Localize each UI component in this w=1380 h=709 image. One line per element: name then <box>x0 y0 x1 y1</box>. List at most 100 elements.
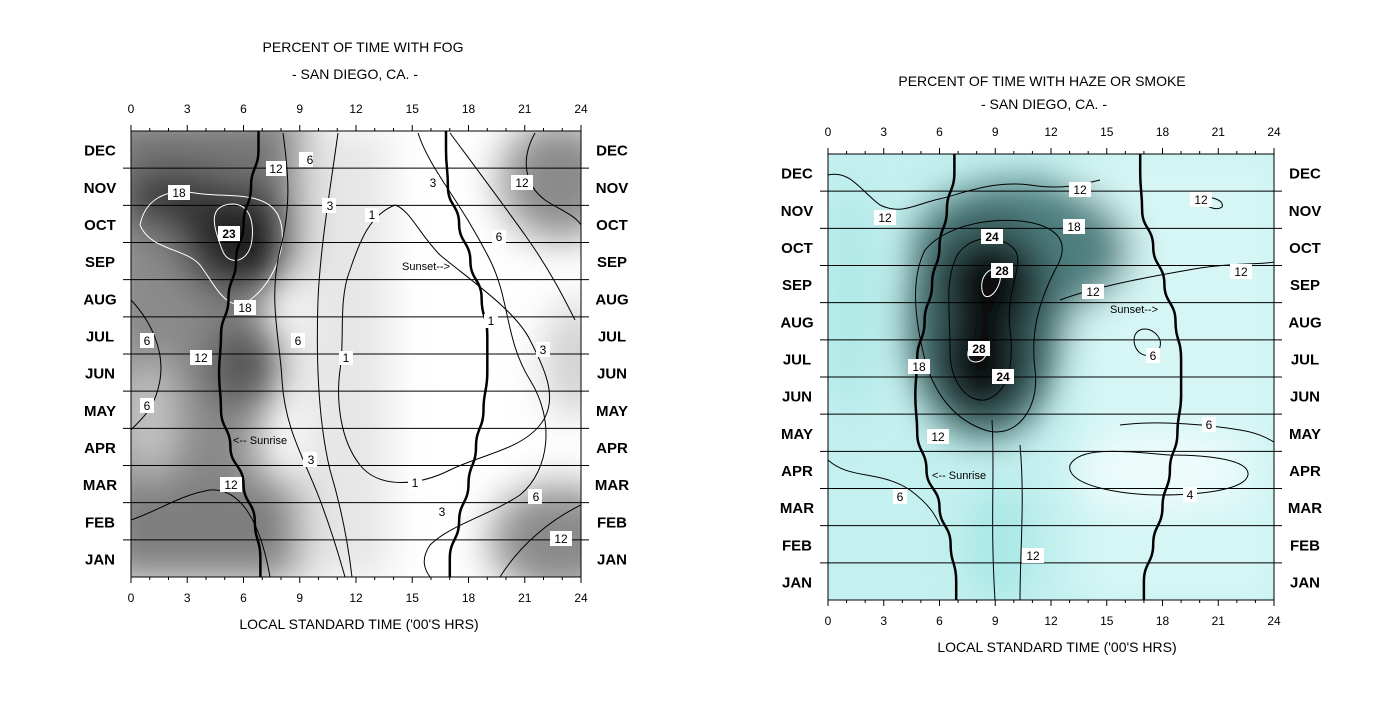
month-label-right: NOV <box>1289 203 1322 220</box>
x-tick-label-bottom: 12 <box>1044 614 1058 628</box>
contour-label: 6 <box>533 490 540 504</box>
month-label-right: SEP <box>597 254 627 271</box>
contour-line <box>417 132 547 577</box>
chart-title: PERCENT OF TIME WITH FOG <box>263 39 464 55</box>
month-label-left: NOV <box>84 180 117 197</box>
contour-label: 1 <box>343 351 350 365</box>
sunrise-curve <box>914 154 958 600</box>
month-label-right: MAY <box>1289 426 1321 443</box>
month-label-left: SEP <box>782 277 812 294</box>
month-label-right: MAR <box>595 477 629 494</box>
x-tick-label-bottom: 15 <box>1100 614 1114 628</box>
x-tick-label-top: 3 <box>184 102 191 116</box>
month-label-right: OCT <box>596 217 628 234</box>
x-tick-label-top: 9 <box>992 125 999 139</box>
x-tick-label-top: 15 <box>1100 125 1114 139</box>
contour-line <box>274 132 346 577</box>
month-label-right: JAN <box>597 551 627 568</box>
contour-label: 6 <box>144 334 151 348</box>
contour-line <box>1019 444 1023 600</box>
contour-line <box>1069 450 1249 496</box>
month-label-left: DEC <box>84 143 116 160</box>
contour-line <box>828 459 941 526</box>
x-tick-label-bottom: 18 <box>1156 614 1170 628</box>
contour-label: 12 <box>194 351 208 365</box>
fog-axes: 0 0 3 3 6 6 9 9 12 12 15 15 18 18 21 21 24 24 DEC DEC NOV NOV… <box>83 102 629 605</box>
contour-line <box>213 203 253 261</box>
month-label-right: OCT <box>1289 240 1321 257</box>
month-label-left: AUG <box>83 291 116 308</box>
month-label-left: DEC <box>781 166 813 183</box>
month-label-right: MAR <box>1288 500 1322 517</box>
x-tick-label-bottom: 12 <box>349 591 363 605</box>
month-label-right: APR <box>1289 463 1321 480</box>
haze-axes: 0 0 3 3 6 6 9 9 12 12 15 15 18 18 21 21 24 24 DEC DEC NOV NOV… <box>780 125 1322 628</box>
contour-label: 3 <box>439 505 446 519</box>
month-label-right: FEB <box>597 514 627 531</box>
x-tick-label-bottom: 21 <box>518 591 532 605</box>
x-tick-label-top: 18 <box>1156 125 1170 139</box>
month-label-left: JUN <box>85 366 115 383</box>
month-label-right: DEC <box>596 143 628 160</box>
contour-label: 6 <box>144 399 151 413</box>
x-tick-label-top: 0 <box>128 102 135 116</box>
month-label-right: NOV <box>596 180 629 197</box>
contour-label: 1 <box>488 314 495 328</box>
sunrise-curve <box>217 131 262 577</box>
month-label-left: MAY <box>84 403 116 420</box>
x-tick-label-top: 12 <box>349 102 363 116</box>
month-label-right: JAN <box>1290 574 1320 591</box>
contour-label: 12 <box>878 211 892 225</box>
contour-line <box>131 489 271 577</box>
contour-line <box>525 132 581 226</box>
x-tick-label-bottom: 21 <box>1212 614 1226 628</box>
sunset-annotation: Sunset--> <box>1110 304 1158 316</box>
contour-label: 18 <box>238 301 252 315</box>
contour-line <box>131 299 162 431</box>
month-label-left: MAY <box>781 426 813 443</box>
contour-line <box>499 504 581 577</box>
contour-line <box>1119 422 1274 443</box>
chart-title: PERCENT OF TIME WITH HAZE OR SMOKE <box>898 73 1185 89</box>
x-tick-label-top: 9 <box>296 102 303 116</box>
contour-label: 1 <box>412 476 419 490</box>
contour-line <box>991 419 996 600</box>
contour-label: 12 <box>554 532 568 546</box>
contour-label: 12 <box>1026 549 1040 563</box>
sunrise-annotation: <-- Sunrise <box>932 470 986 482</box>
month-label-left: AUG <box>780 314 813 331</box>
x-tick-label-bottom: 24 <box>574 591 588 605</box>
month-label-left: NOV <box>781 203 814 220</box>
contour-line <box>316 132 353 577</box>
contour-label: 12 <box>931 430 945 444</box>
contour-label: 12 <box>224 478 238 492</box>
month-label-right: APR <box>596 440 628 457</box>
x-axis-label: LOCAL STANDARD TIME ('00'S HRS) <box>937 639 1176 655</box>
chart-subtitle: - SAN DIEGO, CA. - <box>292 66 418 82</box>
month-label-left: FEB <box>85 514 115 531</box>
month-label-left: SEP <box>85 254 115 271</box>
fog-chart: PERCENT OF TIME WITH FOG - SAN DIEGO, CA… <box>83 39 629 632</box>
month-label-right: DEC <box>1289 166 1321 183</box>
contour-label: 1 <box>369 208 376 222</box>
month-label-right: JUN <box>1290 389 1320 406</box>
x-tick-label-top: 18 <box>462 102 476 116</box>
contour-line <box>981 268 1001 298</box>
x-tick-label-bottom: 9 <box>992 614 999 628</box>
month-label-left: MAR <box>83 477 117 494</box>
x-tick-label-bottom: 0 <box>825 614 832 628</box>
month-label-left: APR <box>84 440 116 457</box>
month-label-left: JUL <box>783 351 811 368</box>
month-gridlines <box>820 190 1282 564</box>
haze-contour-labels: 12 12 12 18 24 12 28 12 28 6 18 24 6 12 … <box>874 182 1252 563</box>
x-tick-label-top: 3 <box>880 125 887 139</box>
contour-label: 12 <box>515 176 529 190</box>
month-label-left: JUL <box>86 328 114 345</box>
contour-label: 3 <box>430 176 437 190</box>
sunset-curve <box>1138 154 1183 600</box>
contour-label: 12 <box>269 162 283 176</box>
contour-label: 6 <box>897 490 904 504</box>
contour-label: 12 <box>1086 285 1100 299</box>
contour-label: 3 <box>308 453 315 467</box>
